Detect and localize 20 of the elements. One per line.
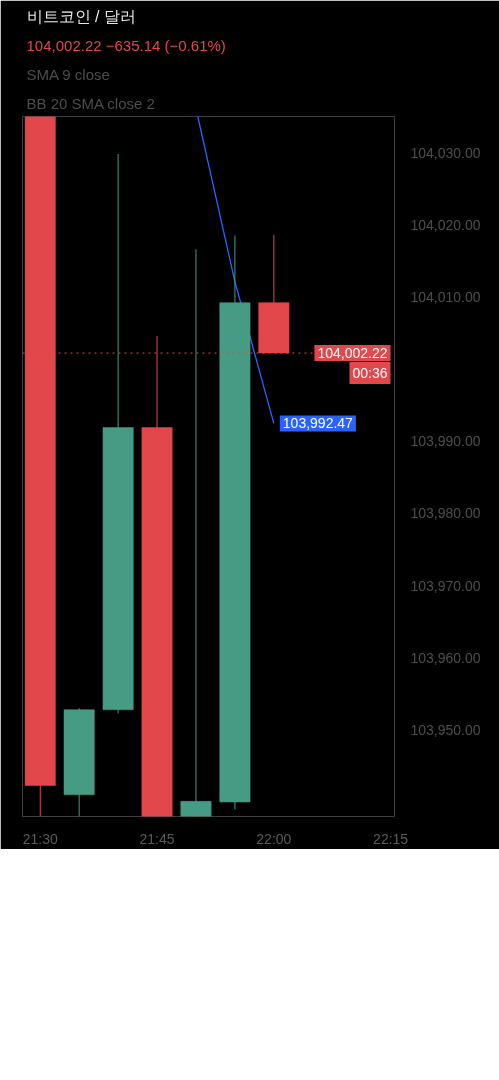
- y-tick-label: 103,960.00: [410, 649, 481, 666]
- x-tick-label: 22:00: [256, 830, 292, 847]
- annotation: 00:36: [352, 365, 388, 382]
- y-tick-label: 104,020.00: [410, 216, 481, 233]
- y-tick-label: 103,950.00: [410, 721, 481, 738]
- y-tick-label: 104,010.00: [410, 288, 481, 305]
- x-tick-label: 21:45: [139, 830, 175, 847]
- y-tick-label: 103,970.00: [410, 577, 481, 594]
- x-tick-label: 22:15: [373, 830, 409, 847]
- chart-subtitle: 104,002.22 −635.14 (−0.61%): [26, 36, 226, 54]
- text: SMA 9 close: [26, 65, 110, 83]
- ref-line-label: 104,002.22: [317, 345, 388, 362]
- y-tick-label: 103,990.00: [410, 433, 481, 450]
- data-label: 103,992.47: [282, 415, 354, 432]
- y-tick-label: 103,980.00: [410, 505, 481, 522]
- y-tick-label: 104,030.00: [410, 144, 481, 161]
- text: BB 20 SMA close 2: [26, 94, 155, 112]
- x-tick-label: 21:30: [22, 830, 58, 847]
- chart-title: 비트코인 / 달러: [26, 7, 136, 25]
- candlestick: [180, 248, 212, 817]
